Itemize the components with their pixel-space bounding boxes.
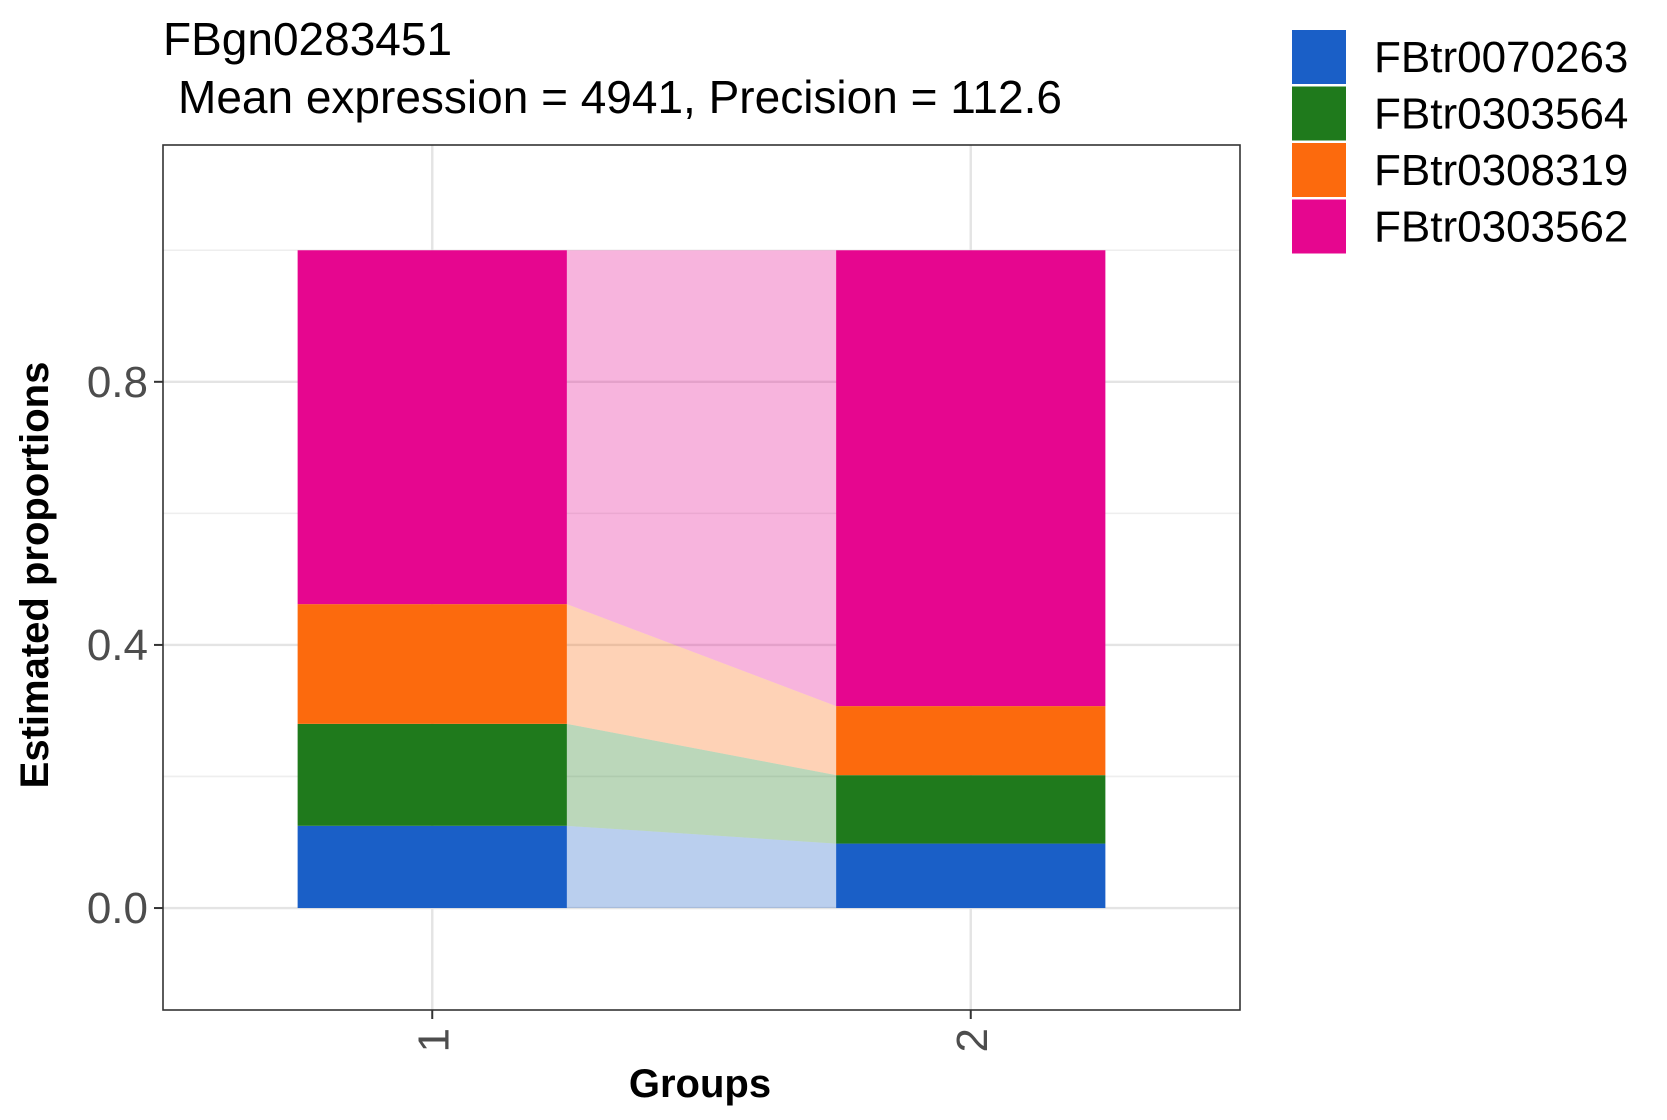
connector-band-FBtr0308319	[566, 604, 837, 776]
connector-band-FBtr0070263	[566, 825, 837, 909]
x-tick-label-1: 1	[409, 1028, 458, 1052]
legend-label-FBtr0070263: FBtr0070263	[1374, 33, 1628, 82]
legend-key-FBtr0303564	[1292, 86, 1346, 141]
y-tick-label-1: 0.4	[87, 621, 148, 670]
bar-segment-group1-FBtr0303564	[297, 723, 567, 826]
y-tick-label-2: 0.8	[87, 358, 148, 407]
x-tick-label-2: 2	[948, 1028, 997, 1052]
chart-title: FBgn0283451	[163, 13, 452, 65]
connector-band-FBtr0303562	[566, 250, 837, 707]
chart-subtitle: Mean expression = 4941, Precision = 112.…	[178, 71, 1062, 123]
plot-area: 0.0 0.4 0.8 1 2	[87, 144, 1241, 1052]
y-axis-label: Estimated proportions	[13, 362, 57, 789]
bar-segment-group2-FBtr0303562	[836, 250, 1106, 707]
legend-label-FBtr0308319: FBtr0308319	[1374, 146, 1628, 195]
legend-label-FBtr0303564: FBtr0303564	[1374, 90, 1628, 139]
bar-segment-group1-FBtr0303562	[297, 250, 567, 605]
y-tick-label-0: 0.0	[87, 884, 148, 933]
bar-segment-group2-FBtr0303564	[836, 775, 1106, 844]
bar-segment-group2-FBtr0070263	[836, 843, 1106, 909]
bar-segment-group1-FBtr0070263	[297, 825, 567, 909]
legend-key-FBtr0308319	[1292, 143, 1346, 197]
panel-border	[162, 144, 1241, 1011]
legend-key-FBtr0303562	[1292, 199, 1346, 254]
legend: FBtr0070263 FBtr0303564 FBtr0308319 FBtr030…	[1292, 30, 1628, 254]
connector-band-FBtr0303564	[566, 723, 837, 844]
legend-label-FBtr0303562: FBtr0303562	[1374, 203, 1628, 252]
bar-segment-group1-FBtr0308319	[297, 604, 567, 724]
legend-key-FBtr0070263	[1292, 30, 1346, 84]
x-axis-label: Groups	[629, 1062, 771, 1106]
bar-segment-group2-FBtr0308319	[836, 706, 1106, 776]
